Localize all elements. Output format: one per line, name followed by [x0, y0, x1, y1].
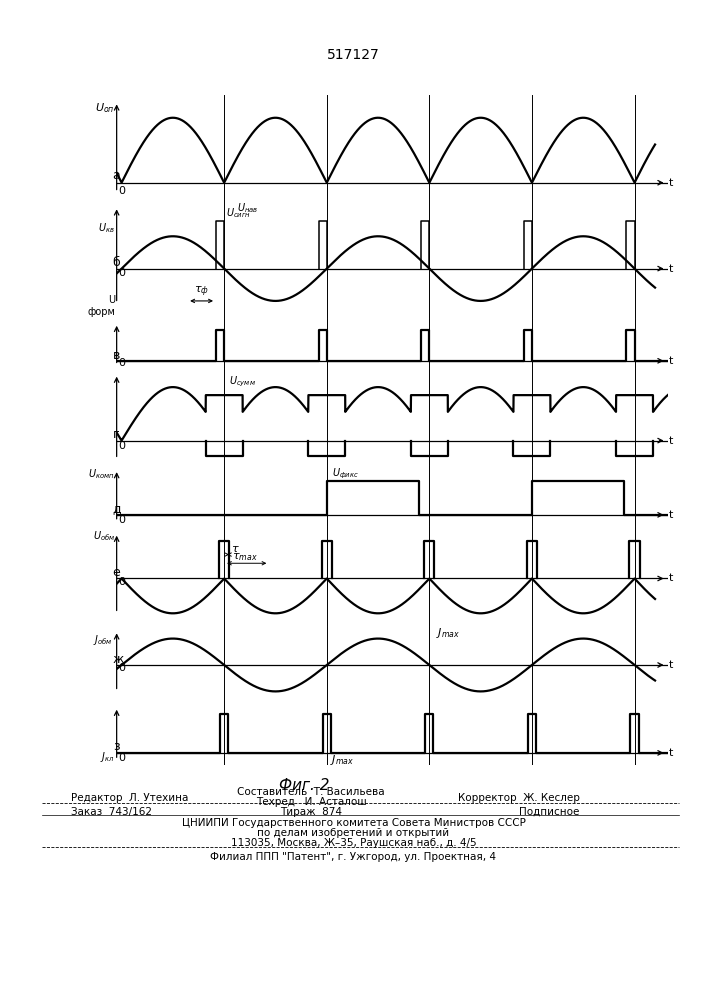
Text: t: t	[669, 264, 673, 274]
Text: Составитель  Т. Васильева: Составитель Т. Васильева	[238, 787, 385, 797]
Text: в: в	[112, 349, 120, 362]
Text: 0: 0	[118, 753, 125, 763]
Text: t: t	[669, 356, 673, 366]
Text: t: t	[669, 660, 673, 670]
Text: 0: 0	[118, 186, 125, 196]
Text: ж: ж	[112, 653, 124, 666]
Text: Корректор  Ж. Кеслер: Корректор Ж. Кеслер	[458, 793, 580, 803]
Text: 0: 0	[118, 663, 125, 673]
Text: 0: 0	[118, 441, 125, 451]
Text: 0: 0	[118, 268, 125, 278]
Text: $τ_{max}$: $τ_{max}$	[232, 551, 257, 563]
Text: б: б	[112, 256, 120, 269]
Text: 113035, Москва, Ж–35, Раушская наб., д. 4/5: 113035, Москва, Ж–35, Раушская наб., д. …	[230, 838, 477, 848]
Text: t: t	[669, 748, 673, 758]
Text: д: д	[112, 503, 122, 516]
Text: Заказ  743/162: Заказ 743/162	[71, 807, 152, 817]
Text: $U_{нав}$: $U_{нав}$	[238, 201, 259, 215]
Text: е: е	[112, 566, 120, 579]
Text: $U_{оп}$: $U_{оп}$	[95, 101, 115, 115]
Text: $J_{кл}$: $J_{кл}$	[100, 750, 115, 764]
Text: t: t	[669, 178, 673, 188]
Text: а: а	[112, 169, 120, 182]
Text: $U_{кв}$: $U_{кв}$	[98, 221, 115, 235]
Text: $τ_ф$: $τ_ф$	[194, 285, 209, 299]
Text: Филиал ППП "Патент", г. Ужгород, ул. Проектная, 4: Филиал ППП "Патент", г. Ужгород, ул. Про…	[211, 852, 496, 862]
Text: t: t	[669, 573, 673, 583]
Text: $U_{обм}$: $U_{обм}$	[93, 529, 115, 543]
Text: ЦНИИПИ Государственного комитета Совета Министров СССР: ЦНИИПИ Государственного комитета Совета …	[182, 818, 525, 828]
Text: 0: 0	[118, 358, 125, 368]
Text: $J_{max}$: $J_{max}$	[436, 626, 460, 640]
Text: 0: 0	[118, 577, 125, 587]
Text: $J_{max}$: $J_{max}$	[330, 753, 354, 767]
Text: $U_{сигн}$: $U_{сигн}$	[226, 206, 251, 220]
Text: Редактор  Л. Утехина: Редактор Л. Утехина	[71, 793, 188, 803]
Text: τ: τ	[231, 544, 238, 554]
Text: $U_{фикс}$: $U_{фикс}$	[332, 466, 358, 481]
Text: $J_{обм}$: $J_{обм}$	[93, 633, 112, 647]
Text: Подписное: Подписное	[520, 807, 580, 817]
Text: U
форм: U форм	[87, 295, 115, 317]
Text: $U_{сумм}$: $U_{сумм}$	[229, 375, 256, 389]
Text: по делам изобретений и открытий: по делам изобретений и открытий	[257, 828, 450, 838]
Text: г: г	[112, 428, 119, 441]
Text: 0: 0	[118, 515, 125, 525]
Text: Тираж  874: Тираж 874	[280, 807, 342, 817]
Text: Техред   И. Асталош: Техред И. Асталош	[256, 797, 366, 807]
Text: 517127: 517127	[327, 48, 380, 62]
Text: t: t	[669, 510, 673, 520]
Text: з: з	[112, 740, 119, 753]
Text: t: t	[669, 436, 673, 446]
Text: $U_{комп}$: $U_{комп}$	[88, 467, 115, 481]
Text: Фиг. 2: Фиг. 2	[279, 778, 329, 793]
